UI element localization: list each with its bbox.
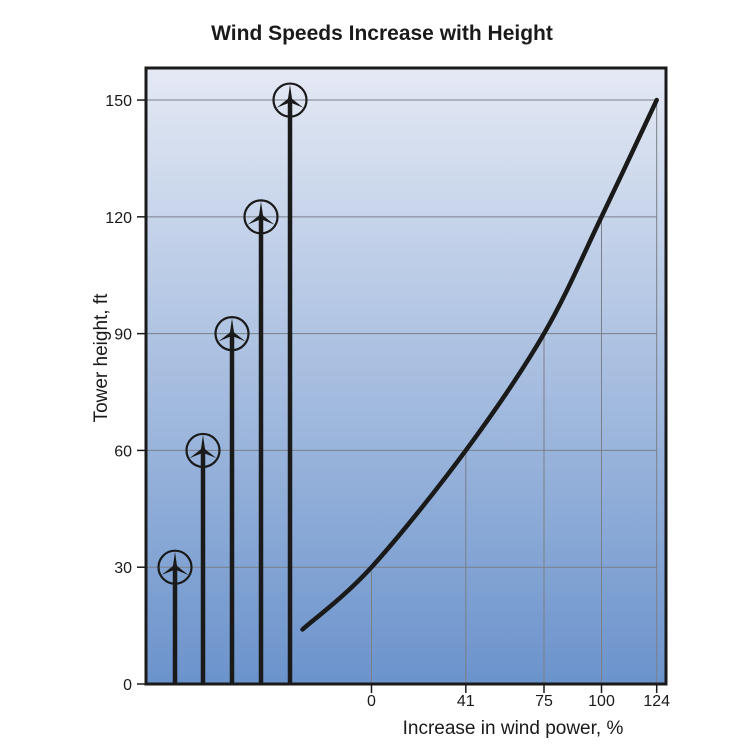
wind-turbine-icon	[157, 549, 193, 684]
x-axis-ticks: 0 41 75 100 124	[367, 684, 670, 710]
y-axis-label: Tower height, ft	[91, 293, 112, 423]
y-tick-label: 120	[105, 210, 132, 227]
turbines	[157, 82, 308, 684]
x-tick-label: 75	[535, 693, 553, 710]
x-tick-label: 0	[367, 693, 376, 710]
x-axis-label: Increase in wind power, %	[403, 718, 624, 739]
wind-turbine-icon	[214, 316, 250, 684]
x-tick-label: 41	[457, 693, 475, 710]
wind-turbine-icon	[243, 199, 279, 684]
y-tick-label: 60	[114, 443, 132, 460]
series-line	[300, 97, 659, 632]
y-tick-label: 30	[114, 560, 132, 577]
plot-area	[146, 68, 666, 684]
y-tick-label: 0	[123, 677, 132, 694]
y-tick-label: 90	[114, 327, 132, 344]
x-tick-label: 100	[588, 693, 615, 710]
x-tick-label: 124	[643, 693, 670, 710]
y-tick-label: 150	[105, 93, 132, 110]
y-axis-ticks: 0 30 60 90 120 150	[105, 93, 146, 694]
wind-turbine-icon	[185, 432, 221, 684]
wind-turbine-icon	[272, 82, 308, 684]
chart-title: Wind Speeds Increase with Height	[211, 22, 553, 45]
plot-frame	[144, 66, 668, 686]
